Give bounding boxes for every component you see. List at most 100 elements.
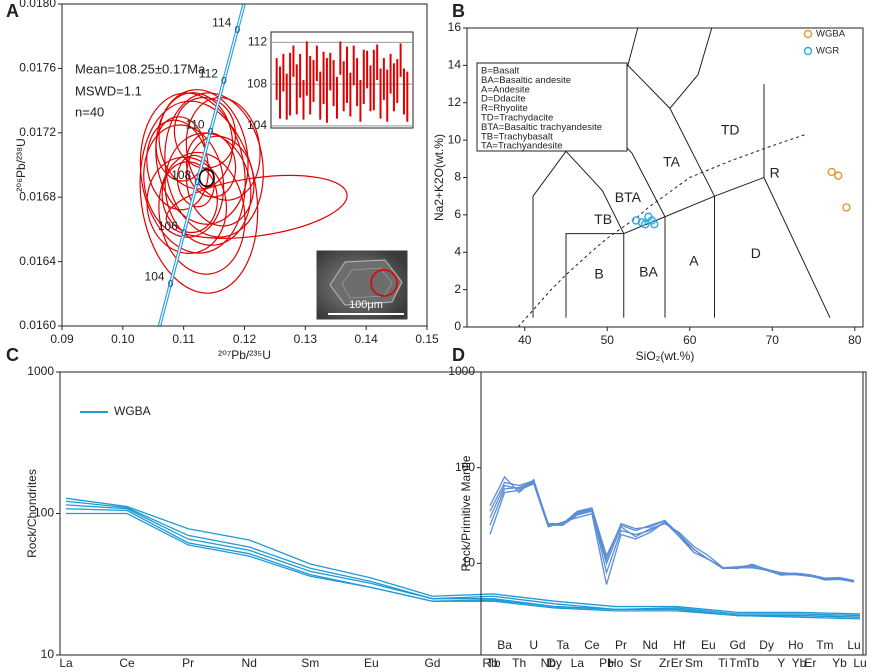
series-line xyxy=(489,481,855,582)
x-tick-label: Lu xyxy=(853,656,866,670)
y-axis-label: Na2+K2O(wt.%) xyxy=(432,134,446,221)
x-tick-label: Dy xyxy=(759,638,774,652)
x-tick-label: 0.14 xyxy=(354,332,378,346)
y-tick-label: 0.0180 xyxy=(19,0,56,10)
x-tick-label: Eu xyxy=(701,638,716,652)
legend-label: WGBA xyxy=(816,29,846,40)
panel-label: D xyxy=(452,345,465,365)
y-tick-label: 0.0168 xyxy=(19,189,56,203)
x-tick-label: Tm xyxy=(729,656,746,670)
x-tick-label: 40 xyxy=(518,333,532,347)
notes-box xyxy=(476,62,628,152)
y-tick-label: 0 xyxy=(454,319,461,333)
legend-label: WGR xyxy=(816,46,839,57)
point xyxy=(637,218,647,227)
inset-tick-label: 108 xyxy=(247,76,267,90)
series-line xyxy=(65,497,861,615)
field-label: BTA xyxy=(615,189,642,205)
x-tick-label: Eu xyxy=(364,656,379,670)
age-label: 114 xyxy=(212,16,231,30)
x-tick-label: 0.13 xyxy=(294,332,318,346)
series-line xyxy=(66,512,861,620)
y-tick-label: 100 xyxy=(34,506,54,520)
y-tick-label: 12 xyxy=(448,95,462,109)
x-tick-label: Sm xyxy=(685,656,703,670)
x-tick-label: Hf xyxy=(673,638,686,652)
field-label: TB xyxy=(594,211,612,227)
field-label: A xyxy=(689,252,699,268)
x-tick-label: Ta xyxy=(556,638,569,652)
legend-marker xyxy=(803,29,813,39)
note: TD=Trachydacite xyxy=(481,113,553,124)
x-tick-label: Tb xyxy=(487,656,501,670)
x-tick-label: Nd xyxy=(642,638,657,652)
y-tick-label: 14 xyxy=(448,58,462,72)
y-tick-label: 0.0172 xyxy=(19,125,56,139)
plot-area: 104 106 108 110 112 114 xyxy=(139,4,348,326)
point xyxy=(842,203,851,212)
y-tick-label: 16 xyxy=(448,20,462,34)
scale-label: 100μm xyxy=(349,299,383,311)
field-boundary xyxy=(669,28,713,109)
x-tick-label: Rb xyxy=(482,656,498,670)
x-tick-label: Zr xyxy=(659,656,670,670)
note: B=Basalt xyxy=(481,66,520,77)
x-tick-label: Sr xyxy=(630,656,642,670)
field-boundary xyxy=(763,177,831,318)
note: BA=Basaltic andesite xyxy=(481,75,571,86)
x-tick-label: Pr xyxy=(182,656,194,670)
y-tick-label: 1000 xyxy=(448,364,475,378)
x-tick-label: Pr xyxy=(615,638,627,652)
field-label: R xyxy=(770,164,780,180)
age-label: 108 xyxy=(171,168,191,182)
x-tick-label: 0.11 xyxy=(172,332,195,346)
error-ellipse xyxy=(185,132,237,198)
point xyxy=(834,171,843,180)
panel-label: C xyxy=(6,345,19,365)
x-tick-label: Ho xyxy=(788,638,804,652)
age-label: 110 xyxy=(185,117,204,131)
y-axis-label: Rock/Chondrites xyxy=(25,469,39,558)
panel-label: B xyxy=(452,1,465,21)
annotation: n=40 xyxy=(75,104,104,119)
x-tick-label: Nd xyxy=(242,656,257,670)
x-tick-label: Gd xyxy=(424,656,440,670)
y-tick-label: 2 xyxy=(454,282,461,296)
y-tick-label: 1000 xyxy=(27,364,54,378)
y-tick-label: 10 xyxy=(448,132,462,146)
error-ellipse xyxy=(158,151,246,275)
note: BTA=Basaltic trachyandesite xyxy=(481,122,602,133)
series-line xyxy=(489,479,855,582)
field-label: TD xyxy=(721,121,740,137)
x-tick-label: 0.15 xyxy=(415,332,439,346)
age-marker xyxy=(194,178,200,186)
note: D=Ddacite xyxy=(481,94,526,105)
y-tick-label: 0.0164 xyxy=(19,254,56,268)
error-ellipse xyxy=(165,174,348,239)
y-tick-label: 4 xyxy=(454,244,461,258)
y-tick-label: 0.0176 xyxy=(19,61,56,75)
x-tick-label: 0.10 xyxy=(111,332,135,346)
field-label: B xyxy=(594,265,603,281)
y-tick-label: 6 xyxy=(454,207,461,221)
y-tick-label: 100 xyxy=(455,460,475,474)
x-tick-label: Sm xyxy=(301,656,319,670)
x-tick-label: Er xyxy=(804,656,816,670)
annotation: Mean=108.25±0.17Ma xyxy=(75,61,206,76)
age-marker xyxy=(234,25,240,33)
field-label: TA xyxy=(663,153,681,169)
x-tick-label: Nb xyxy=(541,656,557,670)
x-tick-label: Ho xyxy=(608,656,624,670)
age-marker xyxy=(168,279,174,287)
x-tick-label: Er xyxy=(671,656,683,670)
x-tick-label: Ce xyxy=(584,638,600,652)
inset-tick-label: 104 xyxy=(247,118,267,132)
age-label: 112 xyxy=(199,66,218,80)
x-tick-label: 0.09 xyxy=(50,332,74,346)
y-tick-label: 10 xyxy=(41,647,55,661)
series-line xyxy=(489,480,855,583)
x-tick-label: Gd xyxy=(730,638,746,652)
x-tick-label: Tm xyxy=(816,638,833,652)
inset-frame xyxy=(270,31,414,129)
age-marker xyxy=(181,229,187,237)
